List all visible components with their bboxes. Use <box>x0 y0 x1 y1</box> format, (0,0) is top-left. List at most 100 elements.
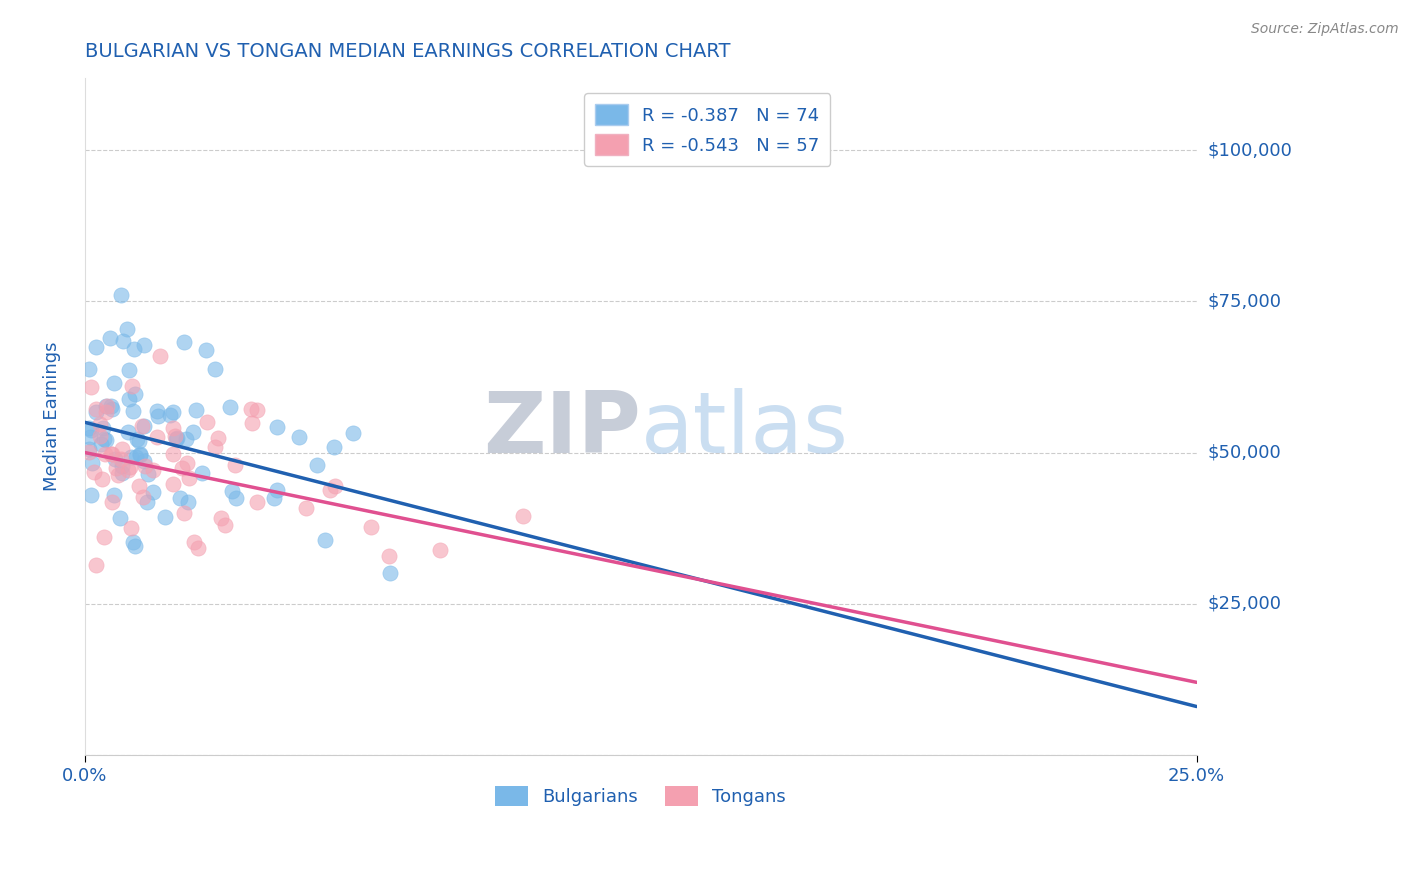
Point <box>93 432 115 446</box>
Point <box>224 458 246 472</box>
Text: $25,000: $25,000 <box>1208 595 1282 613</box>
Point <box>83 465 105 479</box>
Point <box>124 539 146 553</box>
Point <box>245 495 267 509</box>
Point <box>98 331 121 345</box>
Point <box>204 440 226 454</box>
Point <box>173 334 195 349</box>
Point <box>118 362 141 376</box>
Point <box>103 488 125 502</box>
Point <box>118 459 141 474</box>
Point <box>128 479 150 493</box>
Y-axis label: Median Earnings: Median Earnings <box>44 342 60 491</box>
Point <box>305 458 328 472</box>
Text: $100,000: $100,000 <box>1208 141 1292 159</box>
Point <box>100 399 122 413</box>
Point <box>170 461 193 475</box>
Point <box>378 549 401 563</box>
Point <box>77 444 100 458</box>
Point <box>111 459 134 474</box>
Text: $50,000: $50,000 <box>1208 443 1281 461</box>
Point <box>132 338 155 352</box>
Point <box>179 471 201 485</box>
Point <box>512 509 534 524</box>
Point <box>96 399 118 413</box>
Point <box>89 417 111 431</box>
Point <box>91 421 114 435</box>
Point <box>93 530 115 544</box>
Point <box>169 491 191 505</box>
Point <box>288 430 311 444</box>
Point <box>117 463 139 477</box>
Point <box>110 288 132 302</box>
Point <box>181 425 204 439</box>
Text: atlas: atlas <box>641 388 849 471</box>
Point <box>162 446 184 460</box>
Point <box>194 343 217 358</box>
Point <box>117 425 139 439</box>
Text: BULGARIAN VS TONGAN MEDIAN EARNINGS CORRELATION CHART: BULGARIAN VS TONGAN MEDIAN EARNINGS CORR… <box>84 42 730 61</box>
Point <box>112 334 135 349</box>
Point <box>246 403 269 417</box>
Point <box>101 494 124 508</box>
Point <box>79 429 101 443</box>
Point <box>323 479 346 493</box>
Point <box>80 423 103 437</box>
Point <box>207 431 229 445</box>
Point <box>165 432 187 446</box>
Text: ZIP: ZIP <box>482 388 641 471</box>
Point <box>108 511 131 525</box>
Point <box>322 441 344 455</box>
Point <box>118 392 141 407</box>
Point <box>176 432 198 446</box>
Point <box>110 452 132 467</box>
Point <box>165 429 187 443</box>
Point <box>111 442 134 456</box>
Point <box>142 485 165 500</box>
Point <box>132 419 155 434</box>
Point <box>84 405 107 419</box>
Point <box>121 379 143 393</box>
Point <box>94 405 117 419</box>
Point <box>103 376 125 390</box>
Point <box>124 387 146 401</box>
Point <box>125 450 148 465</box>
Point <box>107 468 129 483</box>
Point <box>90 472 112 486</box>
Point <box>221 484 243 499</box>
Point <box>77 442 100 457</box>
Point <box>128 434 150 448</box>
Point <box>166 431 188 445</box>
Point <box>342 425 364 440</box>
Point <box>135 494 157 508</box>
Point <box>80 379 103 393</box>
Point <box>162 476 184 491</box>
Point <box>314 533 336 547</box>
Point <box>120 521 142 535</box>
Point <box>184 403 207 417</box>
Point <box>191 466 214 480</box>
Point <box>138 467 160 482</box>
Point <box>183 534 205 549</box>
Point <box>219 400 242 414</box>
Point <box>132 490 155 504</box>
Point <box>187 541 209 556</box>
Legend: Bulgarians, Tongans: Bulgarians, Tongans <box>488 779 793 814</box>
Point <box>80 488 103 502</box>
Text: $75,000: $75,000 <box>1208 293 1282 310</box>
Point <box>101 402 124 417</box>
Point <box>89 428 111 442</box>
Point <box>129 448 152 462</box>
Point <box>240 416 263 430</box>
Point <box>131 418 153 433</box>
Point <box>122 535 145 549</box>
Point <box>100 447 122 461</box>
Point <box>84 401 107 416</box>
Point <box>96 400 118 414</box>
Point <box>266 483 288 497</box>
Point <box>263 491 285 506</box>
Point <box>122 342 145 356</box>
Point <box>120 450 142 465</box>
Point <box>295 500 318 515</box>
Point <box>77 421 100 435</box>
